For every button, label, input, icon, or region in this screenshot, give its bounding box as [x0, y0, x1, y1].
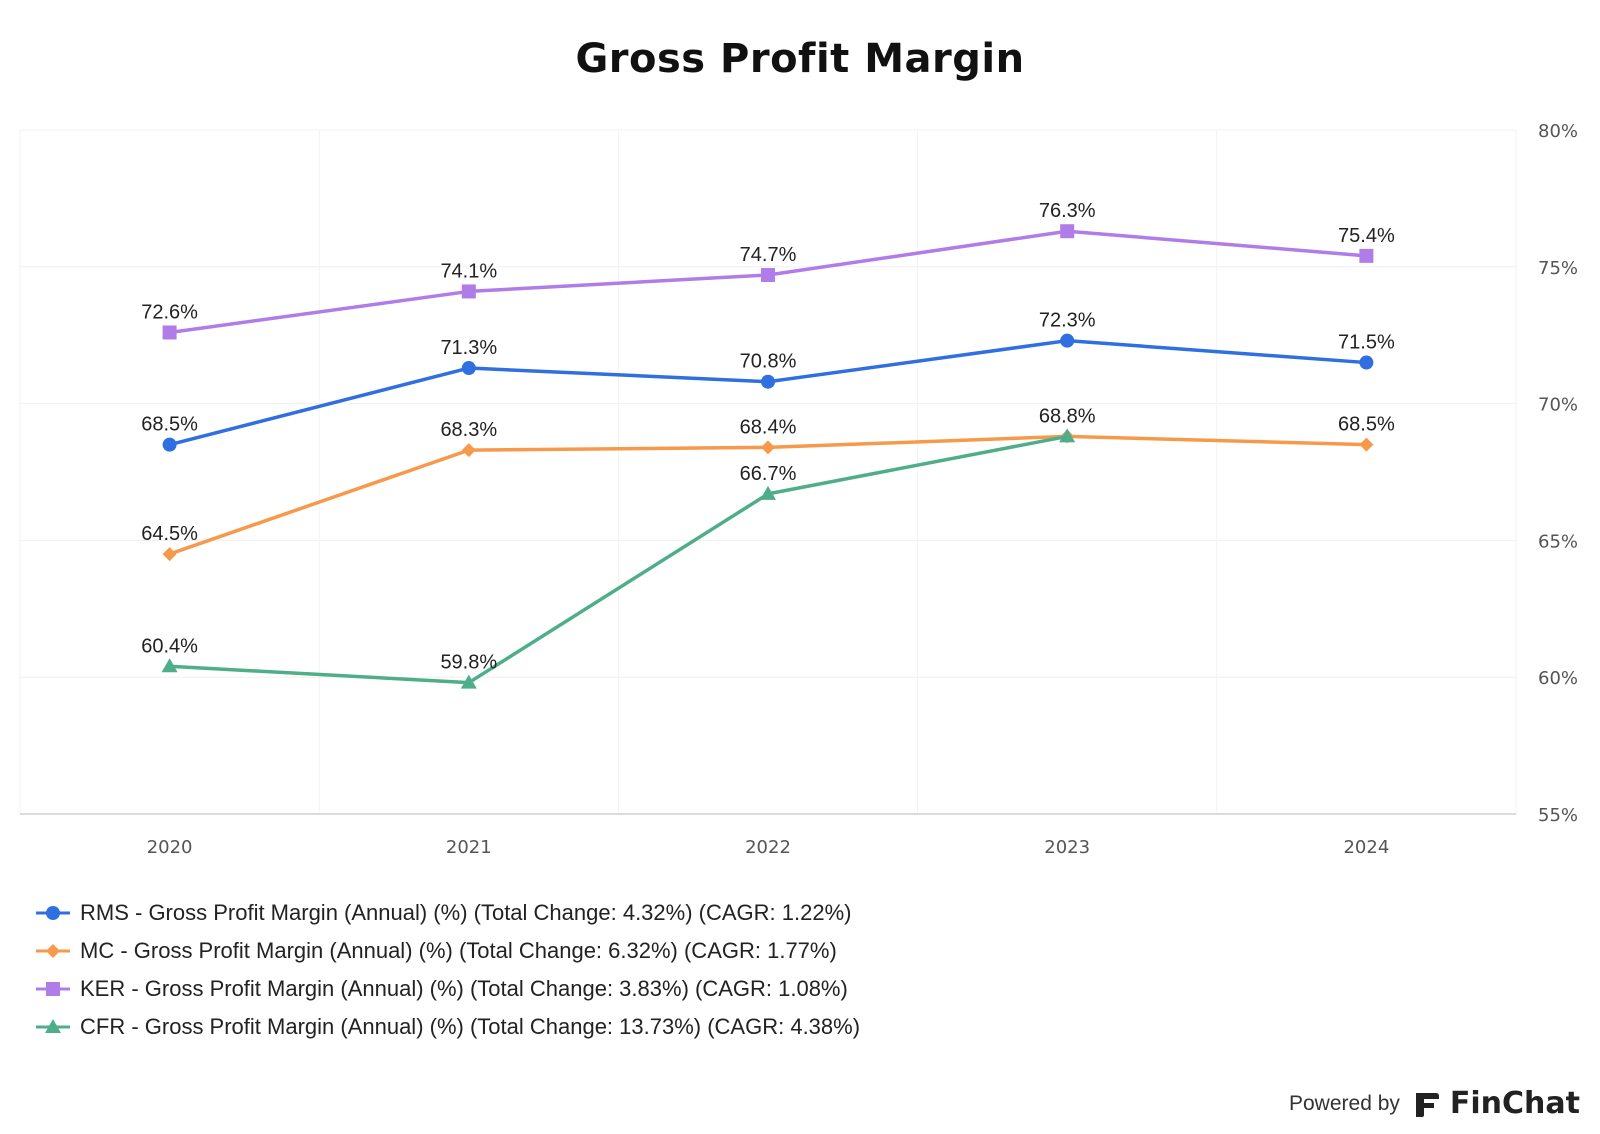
- data-label: 68.8%: [1039, 405, 1096, 427]
- data-label: 68.5%: [141, 414, 198, 436]
- powered-by-label: Powered by: [1289, 1091, 1400, 1115]
- y-tick-label: 65%: [1538, 531, 1578, 552]
- data-point: [1059, 428, 1076, 443]
- y-tick-label: 70%: [1538, 395, 1578, 416]
- legend-label: MC - Gross Profit Margin (Annual) (%) (T…: [80, 938, 837, 963]
- data-label: 68.3%: [440, 419, 497, 441]
- y-tick-label: 60%: [1538, 668, 1578, 689]
- x-tick-label: 2020: [147, 837, 193, 858]
- data-label: 64.5%: [141, 523, 198, 545]
- data-point: [162, 547, 177, 562]
- x-tick-label: 2021: [446, 837, 492, 858]
- legend-label: CFR - Gross Profit Margin (Annual) (%) (…: [80, 1014, 861, 1039]
- data-label: 60.4%: [141, 635, 198, 657]
- legend-item[interactable]: MC - Gross Profit Margin (Annual) (%) (T…: [36, 932, 860, 970]
- series-line: [169, 434, 1068, 685]
- data-point: [461, 284, 476, 299]
- data-label: 74.7%: [740, 244, 797, 266]
- data-label: 72.6%: [141, 301, 198, 323]
- legend-item[interactable]: RMS - Gross Profit Margin (Annual) (%) (…: [36, 894, 860, 932]
- data-label: 66.7%: [740, 463, 797, 485]
- legend-label: KER - Gross Profit Margin (Annual) (%) (…: [80, 976, 848, 1001]
- data-label: 68.4%: [740, 416, 797, 438]
- data-labels: 68.5% 71.3% 70.8% 72.3% 71.5% 64.5% 68.3% 68.4%…: [141, 200, 1395, 673]
- legend-label: RMS - Gross Profit Margin (Annual) (%) (…: [80, 900, 852, 925]
- data-label: 71.3%: [440, 337, 497, 359]
- data-point: [162, 325, 177, 340]
- data-point: [1060, 333, 1075, 348]
- data-point: [45, 1019, 61, 1033]
- data-point: [761, 374, 775, 389]
- data-label: 74.1%: [440, 260, 497, 282]
- data-point: [460, 674, 477, 689]
- data-label: 71.5%: [1338, 332, 1395, 354]
- grid-lines: [19, 129, 1517, 815]
- data-point: [161, 658, 178, 673]
- chart-title: Gross Profit Margin: [575, 36, 1025, 82]
- data-point: [760, 485, 776, 500]
- chart-legend: RMS - Gross Profit Margin (Annual) (%) (…: [36, 894, 860, 1046]
- data-label: 70.8%: [740, 351, 797, 373]
- legend-marker-icon: [36, 982, 70, 996]
- data-point: [46, 982, 60, 996]
- data-label: 76.3%: [1039, 200, 1096, 222]
- data-label: 72.3%: [1039, 310, 1096, 332]
- legend-marker-icon: [36, 944, 70, 958]
- data-point: [162, 437, 177, 452]
- data-point: [1359, 248, 1374, 263]
- line-chart: 80% 75% 70% 65% 60% 55% 2020 2021 2022 2023 2024 6…: [19, 121, 1578, 858]
- data-point: [461, 361, 476, 376]
- data-label: 68.5%: [1338, 414, 1395, 436]
- data-point: [761, 440, 775, 455]
- series-lines: [161, 224, 1374, 689]
- finchat-logo-icon: [1415, 1092, 1439, 1117]
- x-tick-label: 2024: [1343, 837, 1389, 858]
- legend-marker-icon: [36, 906, 70, 920]
- data-point: [1060, 224, 1075, 239]
- legend-marker-icon: [36, 1019, 70, 1033]
- finchat-brand: FinChat: [1449, 1086, 1580, 1121]
- data-point: [1359, 355, 1374, 370]
- data-point: [46, 906, 60, 920]
- data-label: 59.8%: [440, 652, 497, 674]
- data-label: 75.4%: [1338, 225, 1395, 247]
- x-tick-label: 2022: [745, 837, 791, 858]
- axes: 80% 75% 70% 65% 60% 55% 2020 2021 2022 2023 2024: [20, 121, 1578, 858]
- data-point: [46, 944, 60, 958]
- legend-item[interactable]: CFR - Gross Profit Margin (Annual) (%) (…: [36, 1008, 860, 1046]
- y-tick-label: 55%: [1538, 805, 1578, 826]
- data-point: [1359, 437, 1374, 452]
- data-point: [461, 443, 476, 458]
- y-tick-label: 80%: [1538, 121, 1578, 142]
- data-point: [761, 268, 775, 283]
- legend-item[interactable]: KER - Gross Profit Margin (Annual) (%) (…: [36, 970, 860, 1008]
- x-tick-label: 2023: [1044, 837, 1090, 858]
- y-tick-label: 75%: [1538, 258, 1578, 279]
- powered-by-footer[interactable]: Powered by FinChat: [1289, 1086, 1580, 1121]
